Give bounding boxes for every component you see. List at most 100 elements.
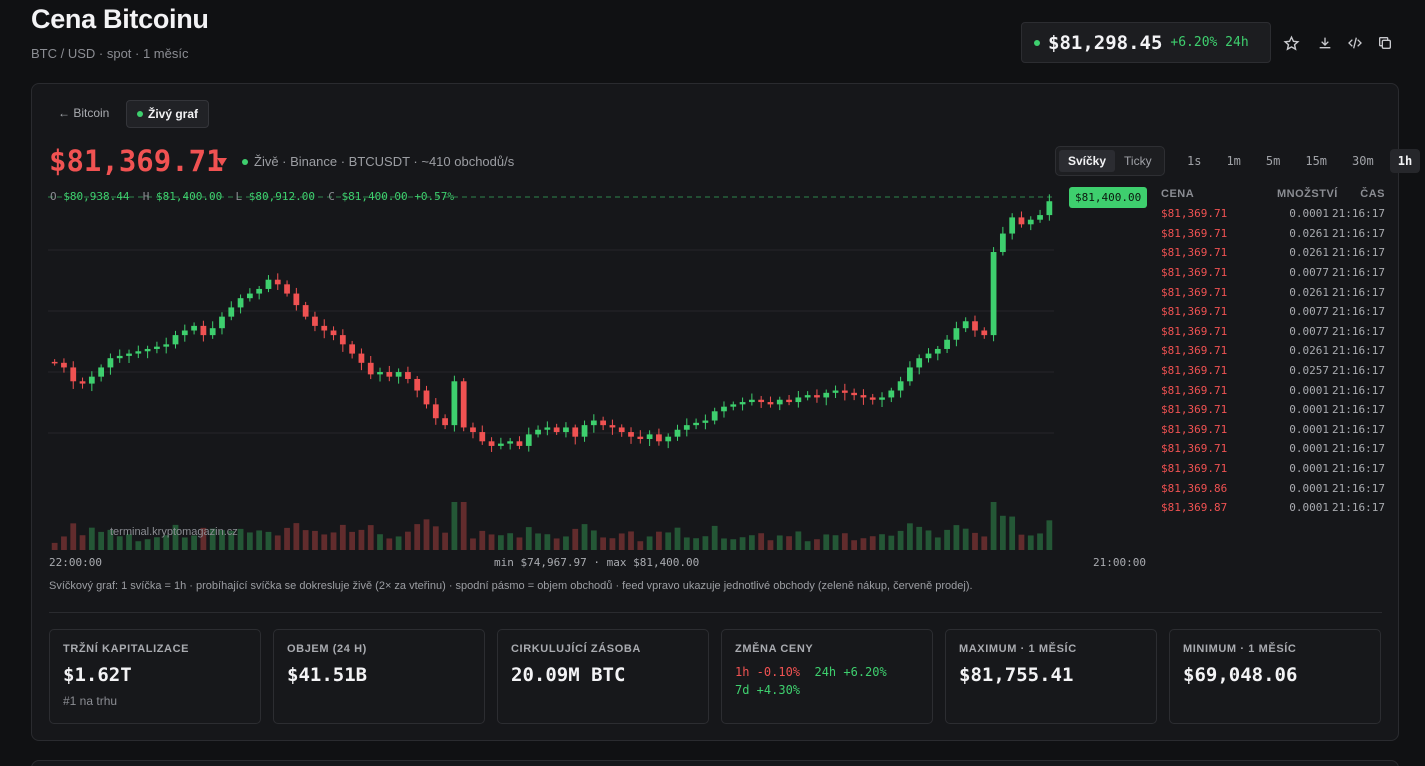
volume-bar	[535, 533, 541, 550]
volume-bar	[869, 536, 876, 550]
candle	[507, 437, 514, 450]
candle	[841, 383, 848, 401]
timeframe-15m[interactable]: 15m	[1305, 154, 1328, 168]
trade-qty: 0.0261	[1289, 285, 1329, 299]
trade-row: $81,369.71 0.0077 21:16:17	[1161, 322, 1385, 342]
candle	[1037, 209, 1043, 223]
live-chart-tab[interactable]: Živý graf	[126, 100, 210, 128]
volume-bar	[879, 534, 885, 550]
trade-qty: 0.0001	[1289, 501, 1329, 515]
trade-qty: 0.0001	[1289, 403, 1329, 417]
change-7d: 7d +4.30%	[735, 683, 801, 697]
timeframe-1s[interactable]: 1s	[1187, 154, 1202, 168]
trade-feed: CENA MNOŽSTVÍ ČAS $81,369.71 0.0001 21:16:…	[1161, 188, 1385, 518]
volume-bar	[274, 535, 281, 550]
candlestick-chart[interactable]	[48, 184, 1058, 574]
stat-max: MAXIMUM · 1 MĚSÍC $81,755.41	[945, 629, 1157, 724]
candle	[470, 422, 476, 439]
volume-bar	[804, 541, 811, 550]
live-status-text: Živě · Binance · BTCUSDT · ~410 obchodů/…	[254, 154, 515, 169]
volume-bar	[674, 527, 681, 550]
candle	[497, 437, 504, 450]
volume-bar	[525, 527, 532, 550]
volume-bar	[135, 541, 142, 550]
volume-bar	[470, 538, 476, 550]
candle	[683, 418, 690, 437]
volume-bar	[767, 540, 774, 550]
volume-bar	[934, 537, 941, 550]
volume-bar	[832, 535, 839, 550]
candle	[163, 337, 170, 354]
volume-bar	[507, 533, 514, 550]
candle	[98, 364, 105, 382]
mode-ticks-button[interactable]: Ticky	[1124, 154, 1152, 168]
trade-row: $81,369.71 0.0077 21:16:17	[1161, 302, 1385, 322]
trade-price: $81,369.71	[1161, 462, 1228, 476]
candle	[721, 401, 727, 418]
trade-qty: 0.0001	[1289, 207, 1329, 221]
trade-qty: 0.0001	[1289, 422, 1329, 436]
header-price-pill: $81,298.45 +6.20% 24h	[1021, 22, 1271, 63]
x-axis-start: 22:00:00	[49, 556, 102, 569]
candle	[154, 341, 160, 354]
trade-row: $81,369.71 0.0001 21:16:17	[1161, 204, 1385, 224]
trade-qty: 0.0001	[1289, 481, 1329, 495]
candle	[823, 389, 830, 406]
download-icon[interactable]	[1314, 32, 1336, 54]
timeframe-1h[interactable]: 1h	[1389, 149, 1421, 173]
volume-bar	[823, 534, 830, 550]
live-price: $81,369.71	[49, 144, 224, 178]
candle	[358, 348, 365, 371]
trade-row: $81,369.71 0.0001 21:16:17	[1161, 400, 1385, 420]
timeframe-5m[interactable]: 5m	[1265, 154, 1281, 168]
volume-bar	[748, 535, 755, 550]
volume-bar	[191, 535, 197, 550]
candle	[442, 414, 448, 430]
candle	[116, 349, 123, 363]
volume-bar	[693, 538, 699, 550]
volume-bar	[88, 527, 95, 550]
star-icon[interactable]	[1280, 32, 1302, 54]
candle	[386, 365, 393, 382]
stat-min: MINIMUM · 1 MĚSÍC $69,048.06	[1169, 629, 1381, 724]
timeframe-selector: 1s 1m 5m 15m 30m 1h	[1179, 149, 1421, 173]
feed-col-price: CENA	[1161, 188, 1195, 200]
ohlc-change: +0.57%	[414, 190, 455, 203]
trade-qty: 0.0077	[1289, 305, 1329, 319]
stat-value: $1.62T	[63, 664, 132, 686]
volume-bar	[953, 525, 960, 550]
trade-qty: 0.0261	[1289, 226, 1329, 240]
mode-candles-button[interactable]: Svíčky	[1059, 150, 1116, 172]
candle	[990, 247, 997, 342]
timeframe-1m[interactable]: 1m	[1226, 154, 1241, 168]
volume-bar	[302, 530, 309, 550]
trade-time: 21:16:17	[1332, 285, 1385, 299]
copy-icon[interactable]	[1374, 32, 1396, 54]
code-icon[interactable]	[1344, 32, 1366, 54]
volume-bar	[860, 538, 867, 550]
candle	[172, 330, 179, 349]
x-axis-end: 21:00:00	[1093, 556, 1146, 569]
candle	[302, 301, 309, 320]
volume-bar	[414, 524, 421, 550]
candle	[916, 354, 923, 375]
volume-bar	[1027, 535, 1034, 550]
candle	[981, 327, 988, 339]
back-to-bitcoin-link[interactable]: ← Bitcoin	[58, 106, 110, 120]
change-24h: 24h +6.20%	[814, 665, 887, 679]
candle	[516, 436, 523, 450]
candle	[107, 353, 114, 375]
ohlc-open-label: O	[50, 190, 57, 203]
candle	[572, 424, 579, 445]
volume-bar	[944, 529, 950, 550]
trade-time: 21:16:17	[1332, 344, 1385, 358]
volume-bar	[897, 530, 904, 550]
trade-price: $81,369.86	[1161, 481, 1228, 495]
trade-price: $81,369.71	[1161, 383, 1228, 397]
candle	[590, 414, 597, 433]
volume-bar	[572, 528, 579, 550]
candle	[200, 320, 207, 342]
timeframe-30m[interactable]: 30m	[1352, 154, 1374, 168]
chart-description: Svíčkový graf: 1 svíčka = 1h · probíhají…	[49, 580, 973, 592]
trade-price: $81,369.71	[1161, 324, 1228, 338]
